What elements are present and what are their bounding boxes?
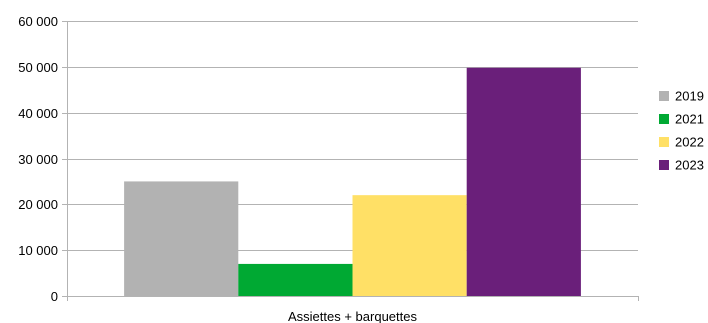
- y-tick-label: 10 000: [18, 243, 58, 258]
- y-tick-label: 0: [51, 289, 58, 304]
- legend-label-2019: 2019: [675, 89, 704, 104]
- tick-labels: 0 10 000 20 000 30 000 40 000 50 000 60 000 Ass…: [18, 14, 417, 323]
- bar-2023: [466, 67, 581, 296]
- legend-label-2023: 2023: [675, 158, 704, 173]
- bars: [124, 67, 581, 296]
- x-category-label: Assiettes + barquettes: [288, 309, 417, 323]
- axes: [62, 21, 639, 301]
- y-tick-label: 60 000: [18, 14, 58, 29]
- y-tick-label: 20 000: [18, 197, 58, 212]
- legend-label-2021: 2021: [675, 112, 704, 127]
- legend-swatch-2023: [659, 160, 669, 170]
- bar-2019: [124, 181, 239, 296]
- y-tick-label: 40 000: [18, 106, 58, 121]
- bar-2022: [352, 195, 467, 296]
- y-tick-label: 30 000: [18, 152, 58, 167]
- legend: 2019 2021 2022 2023: [659, 89, 704, 173]
- legend-label-2022: 2022: [675, 135, 704, 150]
- legend-swatch-2021: [659, 114, 669, 124]
- bar-2021: [238, 263, 353, 296]
- legend-swatch-2022: [659, 137, 669, 147]
- legend-swatch-2019: [659, 91, 669, 101]
- y-tick-label: 50 000: [18, 60, 58, 75]
